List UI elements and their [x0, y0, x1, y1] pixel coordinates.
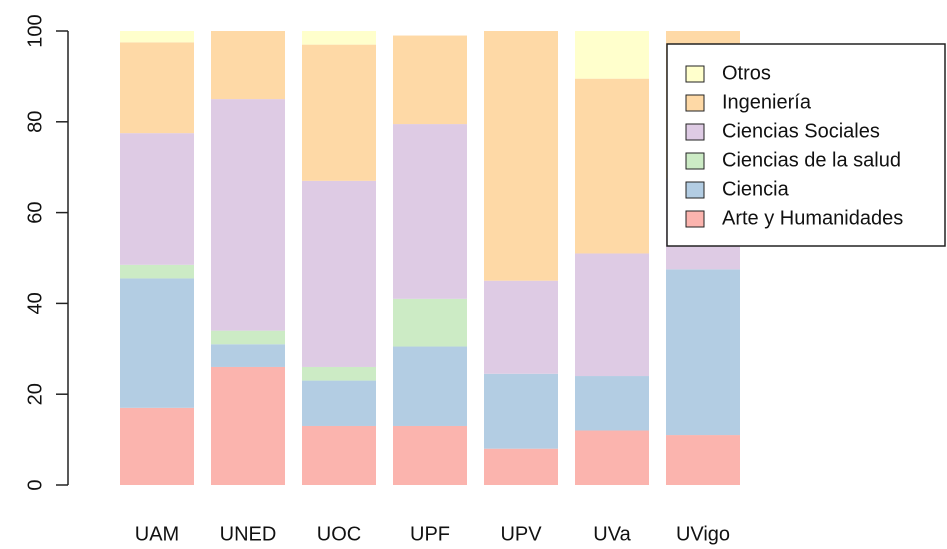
legend-swatch [685, 210, 705, 228]
bar-segment [211, 99, 285, 331]
bar-segment [120, 407, 194, 485]
legend-label: Ciencia [722, 178, 790, 200]
bar-segment [393, 298, 467, 347]
bar-segment [120, 278, 194, 408]
bar-segment [302, 425, 376, 485]
legend-label: Otros [722, 62, 771, 84]
bar-segment [302, 380, 376, 426]
bar-segment [302, 31, 376, 45]
legend-label: Arte y Humanidades [722, 207, 903, 229]
legend-label: Ciencias de la salud [722, 149, 901, 171]
bar-segment [484, 373, 558, 449]
bar-segment [302, 180, 376, 367]
y-tick-label: 0 [24, 479, 46, 490]
bar-segment [393, 425, 467, 485]
x-tick-label: UVa [593, 523, 631, 545]
bar-segment [211, 366, 285, 485]
bar-segment [211, 31, 285, 100]
bar-segment [211, 344, 285, 367]
y-tick-label: 80 [24, 111, 46, 133]
bar-segment [120, 264, 194, 279]
y-tick-label: 40 [24, 292, 46, 314]
legend-swatch [685, 181, 705, 199]
bar-segment [393, 35, 467, 125]
legend-swatch [685, 65, 705, 83]
bar-segment [120, 133, 194, 265]
y-tick-label: 20 [24, 383, 46, 405]
x-tick-label: UPF [410, 523, 450, 545]
bar-segment [211, 330, 285, 345]
bar-segment [120, 31, 194, 43]
legend-box [666, 43, 946, 247]
bar-segment [302, 366, 376, 381]
bar-segment [393, 124, 467, 299]
x-tick-label: UAM [135, 523, 179, 545]
bar-segment [484, 31, 558, 281]
bar-segment [302, 44, 376, 181]
bar-segment [575, 253, 649, 377]
legend-swatch [685, 123, 705, 141]
bar-segment [393, 346, 467, 426]
y-tick-label: 100 [24, 14, 46, 47]
bar-segment [666, 435, 740, 485]
legend-label: Ingeniería [722, 91, 812, 113]
bar-segment [575, 376, 649, 431]
bar-segment [120, 42, 194, 134]
bar-segment [666, 269, 740, 436]
x-tick-label: UPV [500, 523, 542, 545]
y-tick-label: 60 [24, 201, 46, 223]
bar-segment [575, 31, 649, 79]
legend-swatch [685, 152, 705, 170]
bar-segment [484, 280, 558, 374]
x-tick-label: UVigo [676, 523, 730, 545]
bar-segment [575, 78, 649, 254]
x-tick-label: UNED [220, 523, 277, 545]
legend-label: Ciencias Sociales [722, 120, 880, 142]
bar-segment [575, 430, 649, 485]
bar-segment [484, 448, 558, 485]
legend-swatch [685, 94, 705, 112]
x-tick-label: UOC [317, 523, 361, 545]
